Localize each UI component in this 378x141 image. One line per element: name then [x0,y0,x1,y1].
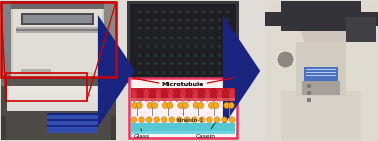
Ellipse shape [198,88,204,101]
Circle shape [178,102,184,108]
Circle shape [136,102,142,108]
Text: Glass: Glass [134,128,150,139]
Circle shape [213,102,219,108]
Circle shape [228,102,234,108]
Ellipse shape [217,88,223,101]
Circle shape [177,117,182,123]
FancyBboxPatch shape [131,131,235,134]
Circle shape [184,117,190,123]
Circle shape [163,102,169,108]
Circle shape [222,117,227,123]
Text: Kinesin-1: Kinesin-1 [177,113,203,123]
Ellipse shape [137,88,143,101]
Circle shape [132,102,138,108]
Ellipse shape [186,88,192,101]
Text: Microtubule: Microtubule [162,82,204,87]
Ellipse shape [131,88,137,101]
Ellipse shape [155,88,161,101]
Circle shape [146,117,152,123]
Circle shape [192,117,197,123]
Ellipse shape [223,88,229,101]
Text: Casein: Casein [196,123,216,139]
Ellipse shape [180,88,186,101]
Circle shape [131,117,137,123]
Circle shape [214,117,220,123]
Circle shape [154,117,160,123]
Ellipse shape [204,88,211,101]
FancyBboxPatch shape [129,78,237,138]
FancyBboxPatch shape [131,98,235,101]
Ellipse shape [174,88,180,101]
Ellipse shape [192,88,198,101]
Circle shape [147,102,153,108]
Circle shape [167,102,173,108]
Ellipse shape [143,88,149,101]
Ellipse shape [168,88,174,101]
Circle shape [139,117,144,123]
Circle shape [182,102,188,108]
Ellipse shape [211,88,217,101]
Circle shape [208,102,214,108]
Circle shape [229,117,235,123]
FancyBboxPatch shape [131,123,235,134]
FancyBboxPatch shape [131,88,235,101]
Ellipse shape [149,88,155,101]
Circle shape [224,102,230,108]
Circle shape [161,117,167,123]
Circle shape [169,117,175,123]
Ellipse shape [161,88,168,101]
Ellipse shape [229,88,235,101]
Circle shape [198,102,204,108]
Circle shape [193,102,199,108]
Circle shape [207,117,212,123]
Circle shape [199,117,204,123]
Circle shape [152,102,158,108]
